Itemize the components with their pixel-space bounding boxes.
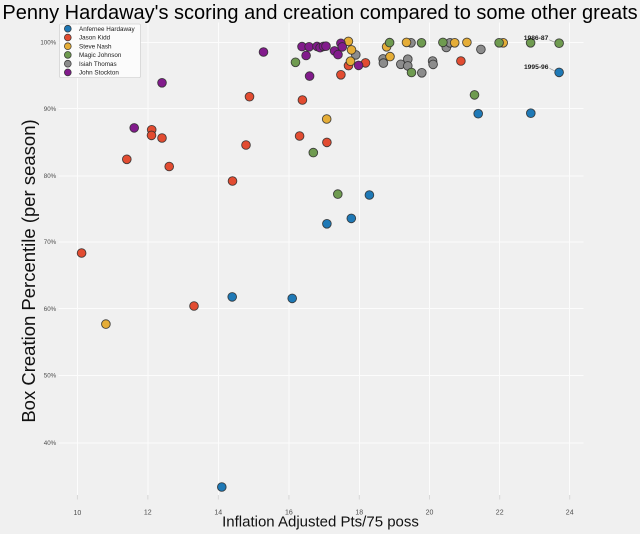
svg-text:20: 20 xyxy=(426,510,434,517)
svg-text:16: 16 xyxy=(285,510,293,517)
svg-text:10: 10 xyxy=(74,510,82,517)
svg-text:John Stockton: John Stockton xyxy=(79,70,119,77)
svg-text:Jason Kidd: Jason Kidd xyxy=(79,35,111,42)
svg-text:80%: 80% xyxy=(44,173,57,180)
svg-text:Magic Johnson: Magic Johnson xyxy=(79,52,122,59)
svg-text:40%: 40% xyxy=(44,440,57,447)
svg-text:18: 18 xyxy=(355,510,363,517)
svg-text:90%: 90% xyxy=(44,106,57,113)
svg-text:24: 24 xyxy=(566,510,574,517)
svg-text:Penny Hardaway's scoring and c: Penny Hardaway's scoring and creation co… xyxy=(2,2,637,24)
svg-text:1995-96: 1995-96 xyxy=(524,64,549,71)
svg-text:Isiah Thomas: Isiah Thomas xyxy=(79,61,117,68)
svg-text:50%: 50% xyxy=(44,373,57,380)
svg-text:14: 14 xyxy=(214,510,222,517)
svg-text:60%: 60% xyxy=(44,306,57,313)
svg-text:12: 12 xyxy=(144,510,152,517)
svg-text:Box Creation Percentile (per s: Box Creation Percentile (per season) xyxy=(18,119,39,422)
svg-text:100%: 100% xyxy=(40,40,56,47)
svg-text:22: 22 xyxy=(496,510,504,517)
svg-text:Inflation Adjusted Pts/75 poss: Inflation Adjusted Pts/75 poss xyxy=(222,514,419,531)
svg-text:70%: 70% xyxy=(44,239,57,246)
svg-text:Anfernee Hardaway: Anfernee Hardaway xyxy=(79,26,136,33)
svg-text:1986-87: 1986-87 xyxy=(524,35,549,42)
svg-text:Steve Nash: Steve Nash xyxy=(79,43,112,50)
